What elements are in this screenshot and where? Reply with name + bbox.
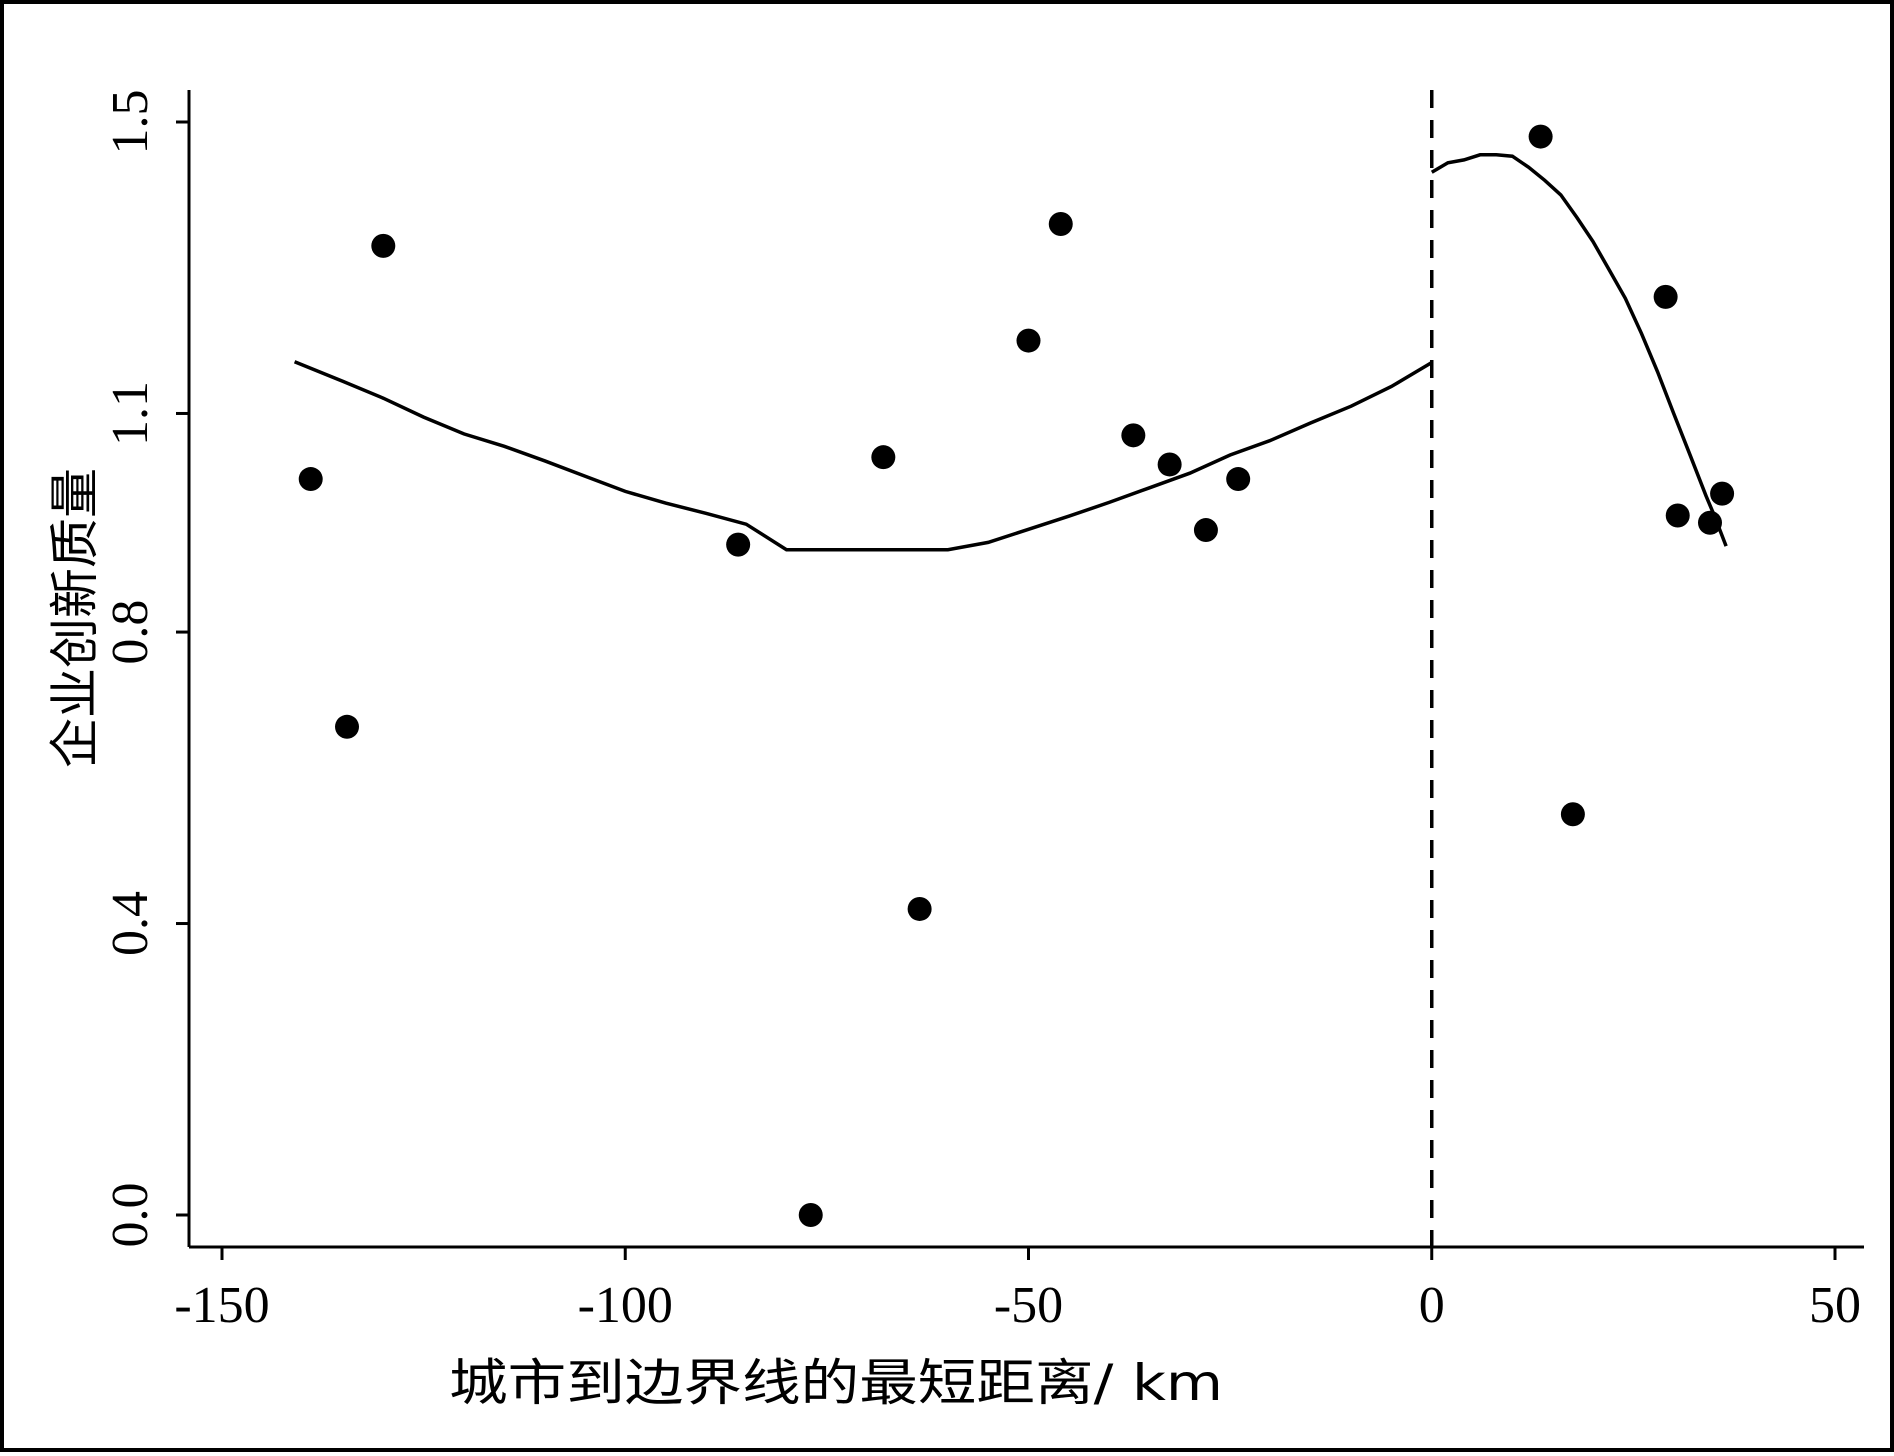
scatter-point <box>726 532 751 557</box>
x-ticks: -150 -100 -50 0 50 <box>174 1247 1861 1334</box>
scatter-point <box>371 233 396 258</box>
scatter-point <box>1048 212 1073 237</box>
x-axis-title: 城市到边界线的最短距离/ km <box>449 1354 1223 1412</box>
x-tick-label: -50 <box>994 1277 1063 1334</box>
scatter-point <box>335 714 360 739</box>
scatter-point <box>298 467 323 492</box>
scatter-point <box>1653 284 1678 309</box>
y-tick-label: 1.5 <box>102 90 159 155</box>
x-tick-label: 0 <box>1419 1277 1445 1334</box>
scatter-point <box>871 445 896 470</box>
scatter-point <box>1016 328 1041 353</box>
y-tick-label: 0.4 <box>102 891 159 956</box>
axes <box>187 90 1864 1249</box>
scatter-point <box>1697 510 1722 535</box>
scatter-point <box>907 896 932 921</box>
scatter-point <box>1226 467 1251 492</box>
scatter-point <box>1528 124 1553 149</box>
y-axis-title: 企业创新质量 <box>46 468 104 768</box>
scatter-point <box>1710 481 1735 506</box>
x-tick-label: -150 <box>174 1277 269 1334</box>
y-tick-label: 0.0 <box>102 1183 159 1248</box>
scatter-point <box>1193 518 1218 543</box>
x-tick-label: -100 <box>578 1277 673 1334</box>
x-tick-label: 50 <box>1809 1277 1861 1334</box>
scatter-points <box>298 124 1735 1227</box>
scatter-point <box>1665 503 1690 528</box>
scatter-point <box>1121 423 1146 448</box>
fit-curve-right <box>1430 153 1728 547</box>
y-tick-label: 1.1 <box>102 381 159 446</box>
y-ticks: 0.0 0.4 0.8 1.1 1.5 <box>102 90 189 1248</box>
rd-scatter-chart: 0.0 0.4 0.8 1.1 1.5 -150 -100 -50 0 50 城市到边界线的最短… <box>46 90 1864 1412</box>
fit-curve-left <box>293 360 1433 552</box>
y-tick-label: 0.8 <box>102 600 159 665</box>
scatter-point <box>1157 452 1182 477</box>
scatter-point <box>1560 802 1585 827</box>
scatter-point <box>798 1203 823 1227</box>
